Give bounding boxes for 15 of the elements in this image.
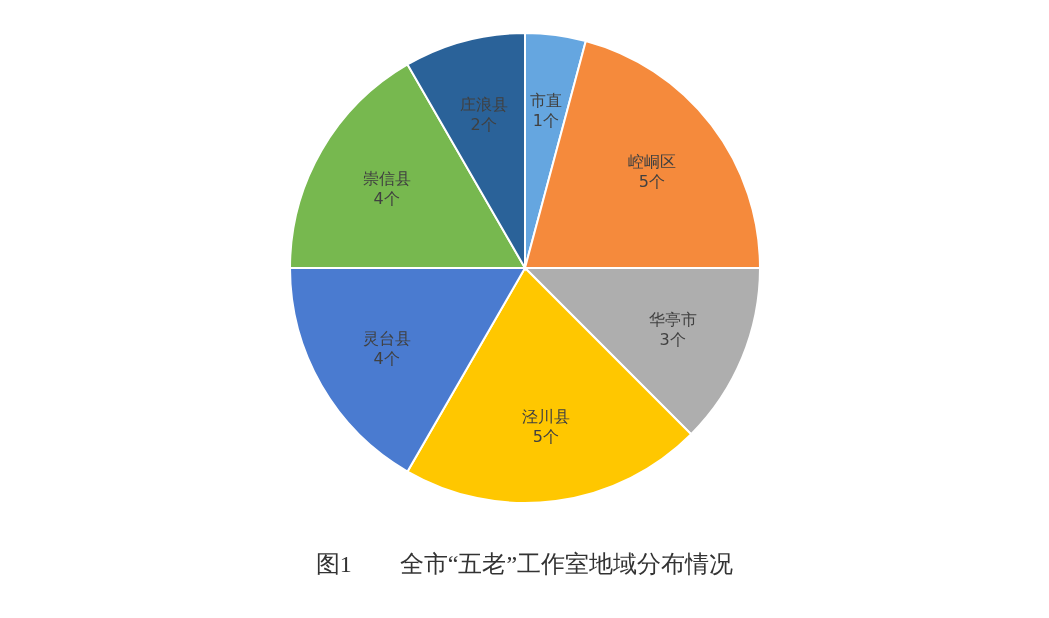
data-label: 5个 <box>638 171 665 191</box>
slice-label: 华亭市 <box>648 310 697 330</box>
slice-label: 市直 <box>529 90 562 110</box>
data-label: 5个 <box>532 427 559 447</box>
data-label: 2个 <box>470 114 497 134</box>
slice-label: 庄浪县 <box>459 94 508 114</box>
data-label: 4个 <box>373 348 400 368</box>
text: 图1 全市“五老”工作室地域分布情况 <box>315 551 734 577</box>
data-label: 3个 <box>659 330 686 350</box>
slice-label: 灵台县 <box>362 328 411 348</box>
slice-label: 崆峒区 <box>627 151 676 171</box>
data-label: 1个 <box>532 110 559 130</box>
slice-label: 崇信县 <box>362 169 411 189</box>
slice-label: 泾川县 <box>521 407 570 427</box>
data-label: 4个 <box>373 189 400 209</box>
